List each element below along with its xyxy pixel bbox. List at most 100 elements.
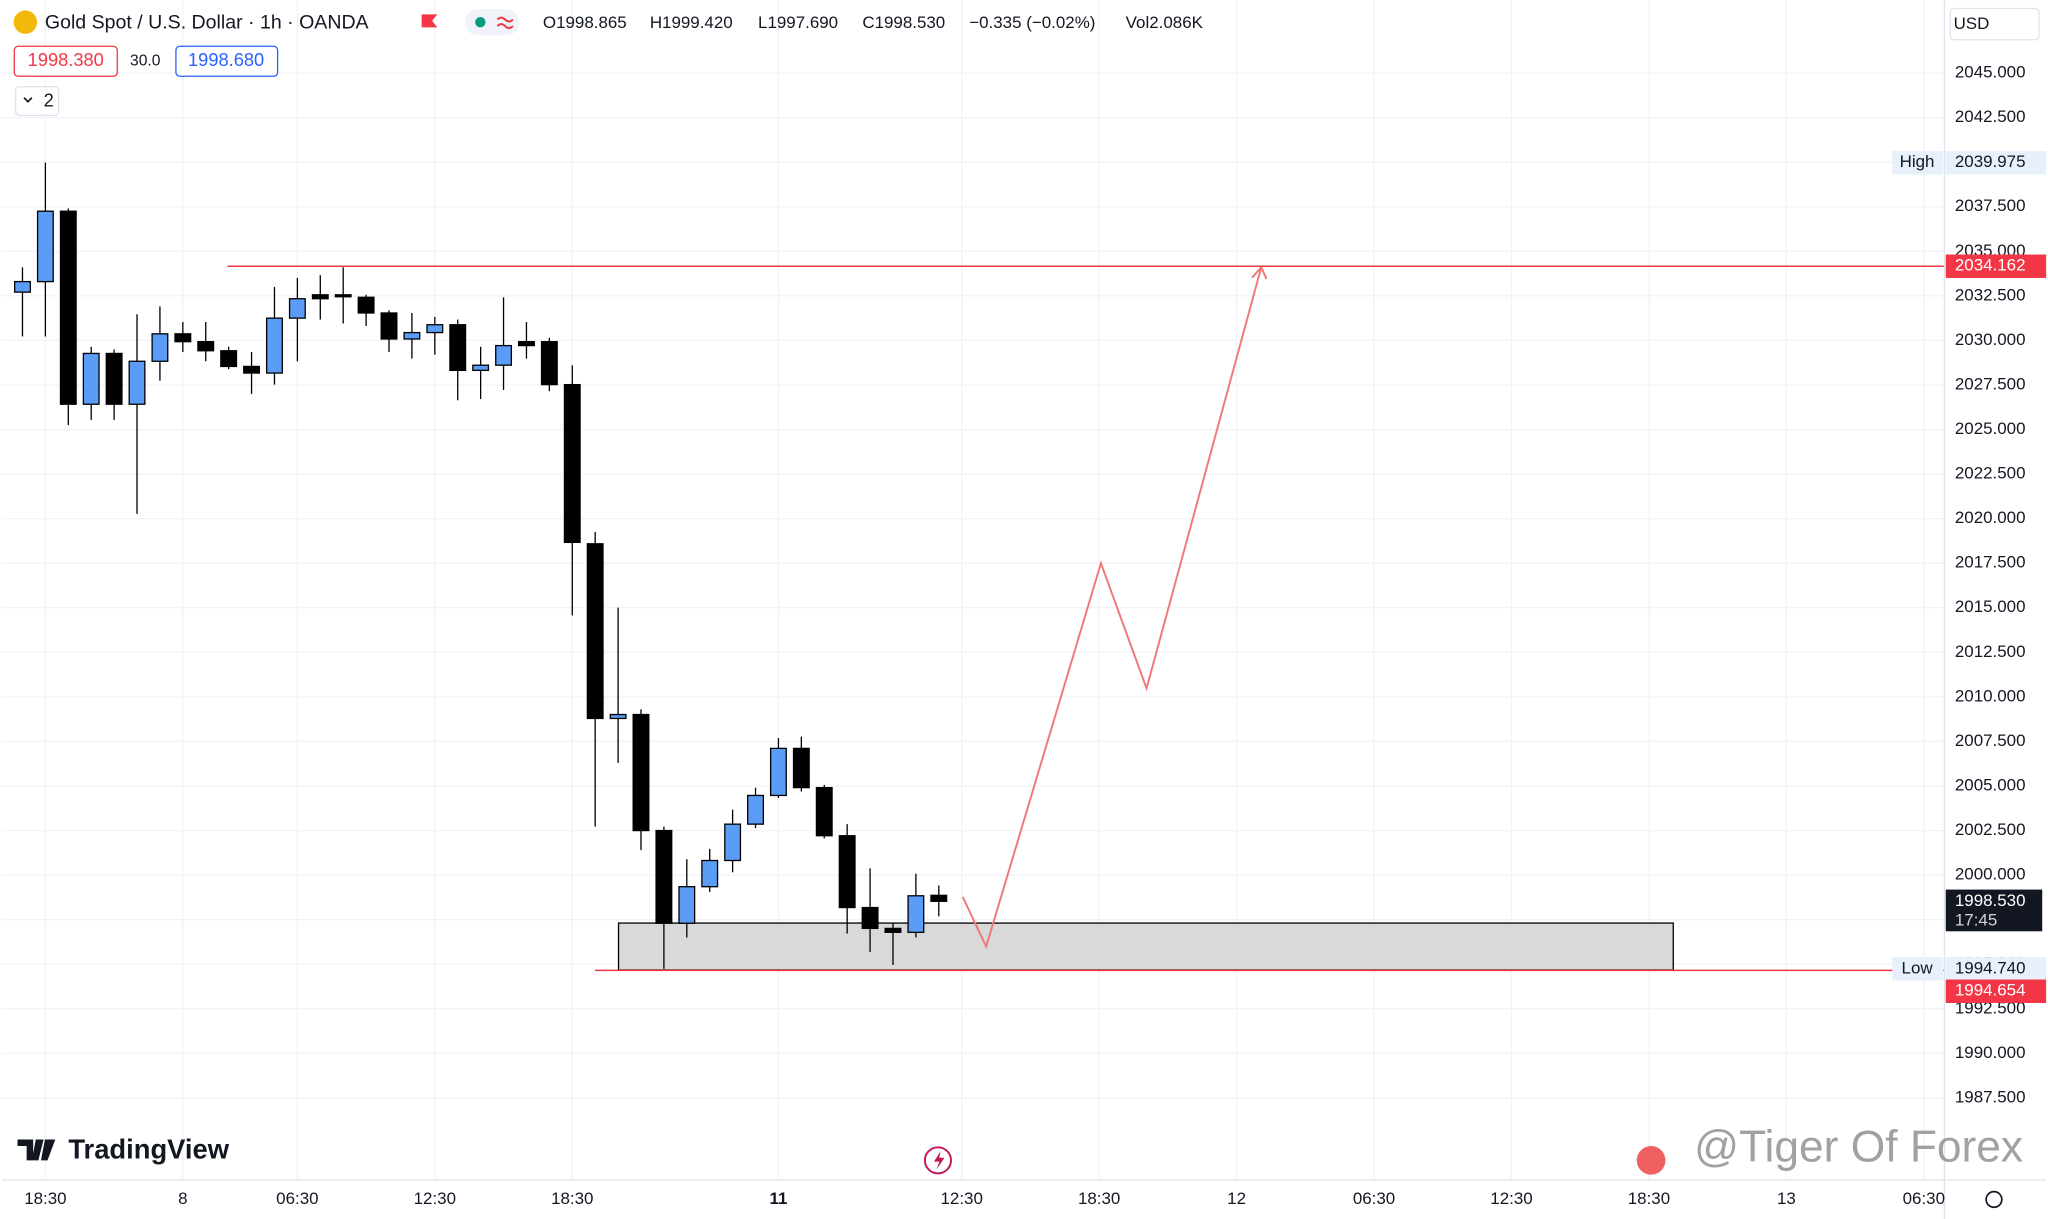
demand-zone [617, 922, 1674, 971]
price-line-label: 1994.654 [1955, 981, 2026, 1000]
x-tick-label: 18:30 [1628, 1189, 1670, 1208]
last-price-bg [1945, 889, 2043, 932]
x-tick-label: 06:30 [276, 1189, 318, 1208]
y-tick-label: 2032.500 [1955, 285, 2026, 304]
status-wave [496, 16, 514, 30]
last-price: 1998.530 [1955, 891, 2026, 910]
flag-icon [421, 14, 438, 28]
marker-name-bg [1892, 150, 1944, 175]
status-pill[interactable] [464, 9, 520, 36]
x-tick-label: 12:30 [1490, 1189, 1532, 1208]
x-tick-label: 12 [1227, 1189, 1246, 1208]
candle-body [907, 895, 925, 933]
y-tick-label: 2042.500 [1955, 107, 2026, 126]
ohlc-close: C1998.530 [862, 13, 945, 32]
marker-value: 1994.740 [1955, 958, 2026, 977]
ohlc-low: L1997.690 [758, 13, 838, 32]
candle-body [265, 317, 283, 374]
y-tick-label: 1990.000 [1955, 1043, 2026, 1062]
y-tick-label: 2005.000 [1955, 775, 2026, 794]
x-tick-label: 11 [769, 1189, 787, 1208]
watermark-icon [1636, 1145, 1666, 1175]
y-tick-label: 2015.000 [1955, 597, 2026, 616]
candle-body [632, 713, 650, 832]
candle-body [655, 829, 673, 924]
candle-body [838, 835, 856, 909]
ohlc-change: −0.335 (−0.02%) [969, 13, 1095, 32]
y-tick-label: 2012.500 [1955, 642, 2026, 661]
currency-button[interactable] [1949, 7, 2040, 41]
candle-body [472, 364, 490, 372]
candle-body [288, 298, 306, 319]
logo-icon [17, 1139, 56, 1161]
candle-body [769, 747, 787, 797]
candle-body [563, 383, 581, 544]
countdown: 17:45 [1955, 910, 1997, 929]
y-tick-label: 2000.000 [1955, 865, 2026, 884]
candle-body [174, 333, 192, 343]
candle-body [357, 296, 375, 314]
projection-arrow [1251, 265, 1268, 280]
buy-button[interactable] [175, 45, 279, 77]
candle-body [586, 543, 604, 720]
candle-body [380, 312, 398, 340]
price-line-label-bg [1945, 979, 2047, 1003]
grid [1, 0, 1945, 1180]
spread: 30.0 [130, 52, 161, 69]
indicators-toggle[interactable] [14, 86, 60, 117]
y-tick-label: 2017.500 [1955, 553, 2026, 572]
y-tick-label: 2037.500 [1955, 196, 2026, 215]
candle-body [517, 341, 535, 347]
candle-body [220, 350, 238, 368]
candle-body [540, 341, 558, 386]
candle-body [701, 859, 719, 888]
sell-price: 1998.380 [28, 49, 104, 70]
x-tick-label: 18:30 [24, 1189, 66, 1208]
axes: 1987.5001990.0001992.5001995.0001997.500… [24, 63, 2047, 1208]
candle-body [197, 341, 215, 352]
y-tick-label: 2027.500 [1955, 374, 2026, 393]
candle-body [14, 280, 31, 293]
candle-body [151, 333, 169, 362]
sell-button[interactable] [13, 45, 118, 77]
lightning-button[interactable] [923, 1146, 952, 1175]
candle-body [815, 786, 833, 837]
candle-body [884, 927, 902, 933]
ohlc-open: O1998.865 [543, 13, 627, 32]
marker-value-bg [1945, 957, 2047, 981]
candle-body [861, 906, 879, 930]
projection-path [961, 267, 1263, 950]
candle-body [724, 823, 742, 862]
x-tick-label: 12:30 [941, 1189, 983, 1208]
ohlc-volume: Vol2.086K [1126, 13, 1204, 32]
logo-text: TradingView [68, 1133, 229, 1164]
candle-body [311, 294, 329, 300]
y-tick-label: 2025.000 [1955, 419, 2026, 438]
ohlc-high: H1999.420 [650, 13, 733, 32]
currency: USD [1954, 14, 1990, 33]
symbol-icon [13, 10, 38, 34]
candle-body [930, 894, 948, 902]
status-dot [475, 16, 486, 28]
candle-body [82, 352, 100, 405]
y-tick-label: 2030.000 [1955, 330, 2026, 349]
candle-body [403, 331, 421, 340]
candle-body [609, 713, 627, 720]
y-tick-label: 1992.500 [1955, 998, 2026, 1017]
candle-body [59, 210, 77, 405]
y-tick-label: 2002.500 [1955, 820, 2026, 839]
candle-body [334, 294, 352, 298]
x-tick-label: 13 [1777, 1189, 1796, 1208]
plot [14, 162, 1945, 972]
price-line-label-bg [1945, 254, 2047, 278]
marker-name: High [1900, 152, 1935, 171]
buy-price: 1998.680 [188, 49, 264, 70]
y-tick-label: 2022.500 [1955, 464, 2026, 483]
settings-button[interactable] [1985, 1190, 2003, 1209]
candle-body [243, 365, 261, 374]
candle-body [495, 344, 513, 366]
watermark: @Tiger Of Forex [1694, 1123, 2023, 1172]
y-tick-label: 1987.500 [1955, 1087, 2026, 1106]
